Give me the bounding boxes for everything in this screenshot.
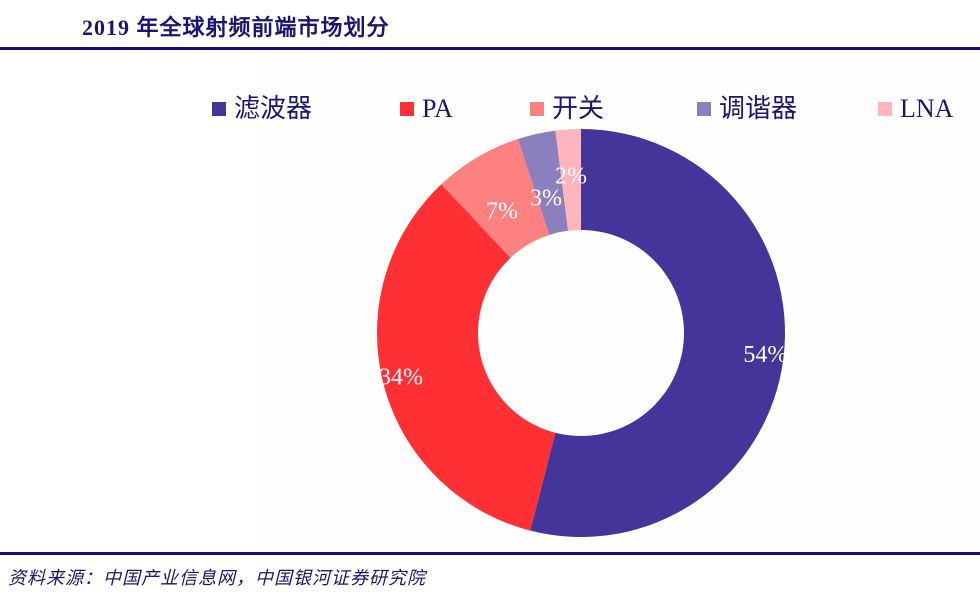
donut-slice (530, 129, 785, 537)
legend-label: 滤波器 (234, 94, 313, 123)
footer-divider (0, 552, 980, 555)
legend-item-switch: 开关 (530, 92, 604, 126)
legend-item-tuner: 调谐器 (697, 92, 797, 126)
slice-percent-label: 2% (555, 164, 587, 190)
title-divider (0, 47, 980, 50)
donut-slice (517, 130, 569, 236)
donut-slice (441, 138, 550, 258)
donut-slice (377, 184, 556, 531)
legend-label: PA (422, 94, 453, 123)
chart-title: 2019 年全球射频前端市场划分 (82, 15, 390, 40)
slice-percent-label: 34% (379, 365, 423, 391)
legend-swatch-icon (212, 102, 226, 116)
legend-item-pa: PA (400, 92, 453, 126)
legend-swatch-icon (878, 102, 892, 116)
legend-label: 开关 (552, 94, 605, 123)
donut-labels: 54% 34% 7% 3%2% (379, 164, 787, 391)
donut-slice (555, 129, 581, 231)
slice-percent-label: 3% (530, 186, 562, 212)
legend-item-lna: LNA (878, 92, 953, 126)
legend-item-filter: 滤波器 (212, 92, 312, 126)
slice-percent-label: 7% (486, 199, 518, 225)
slice-percent-label: 54% (743, 342, 787, 368)
legend-label: 调谐器 (719, 94, 798, 123)
source-note: 资料来源：中国产业信息网，中国银河证券研究院 (8, 568, 426, 588)
legend-swatch-icon (697, 102, 711, 116)
legend-label: LNA (900, 94, 954, 123)
legend-swatch-icon (400, 102, 414, 116)
donut-slices (377, 129, 785, 537)
legend-swatch-icon (530, 102, 544, 116)
